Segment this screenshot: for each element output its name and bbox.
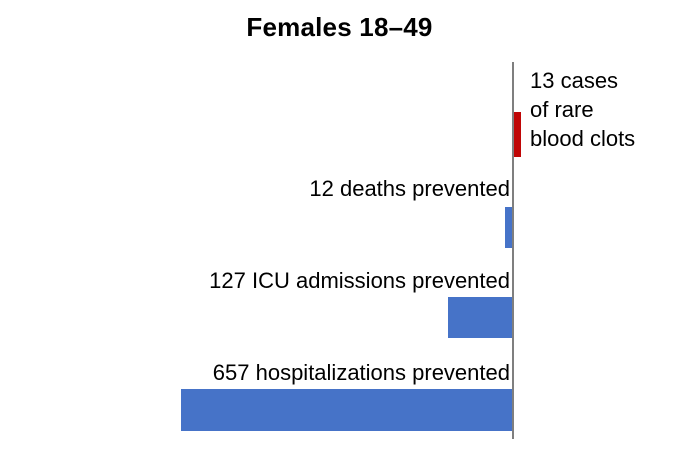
- bar-hospitalizations-prevented: [181, 389, 512, 431]
- bar-deaths-prevented: [505, 207, 512, 248]
- bar-rare-blood-clots: [514, 112, 521, 157]
- label-icu-admissions-prevented: 127 ICU admissions prevented: [209, 268, 510, 293]
- label-deaths-prevented: 12 deaths prevented: [309, 176, 510, 201]
- chart-title: Females 18–49: [246, 12, 433, 42]
- label-hospitalizations-prevented: 657 hospitalizations prevented: [212, 360, 510, 385]
- label-rare-blood-clots: 13 cases of rare blood clots: [530, 68, 636, 151]
- baseline-axis: [512, 62, 514, 439]
- bar-icu-admissions-prevented: [448, 297, 512, 338]
